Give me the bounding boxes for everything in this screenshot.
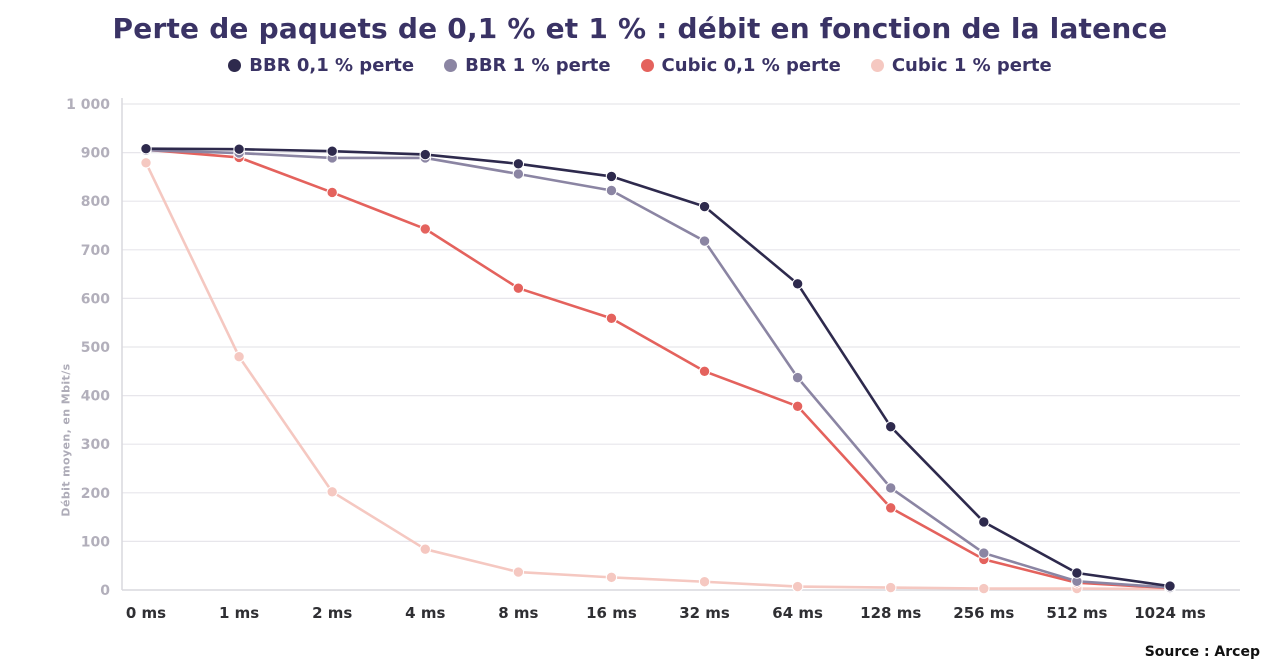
data-point-s2-x7 <box>791 400 804 412</box>
data-point-s0-x1 <box>233 143 245 155</box>
data-point-s0-x11 <box>1164 580 1176 592</box>
series-line-3 <box>144 161 1172 591</box>
data-point-s0-x3 <box>419 148 431 161</box>
data-point-s3-x0 <box>140 157 152 169</box>
legend-item-3: Cubic 1 % perte <box>870 54 1052 76</box>
data-point-s0-x10 <box>1071 567 1083 579</box>
data-point-s2-x3 <box>419 223 431 235</box>
legend: BBR 0,1 % perte BBR 1 % perte Cubic 0,1 % … <box>0 51 1280 79</box>
x-tick-label-0: 0 ms <box>126 604 166 622</box>
series-line-0 <box>144 147 1172 588</box>
y-tick-label: 600 <box>81 291 110 307</box>
data-point-s2-x6 <box>698 365 711 377</box>
data-point-s0-x8 <box>885 421 897 433</box>
y-tick-label: 0 <box>100 583 110 599</box>
data-point-s2-x2 <box>326 186 338 199</box>
x-tick-label-6: 32 ms <box>679 604 730 622</box>
data-point-s3-x4 <box>512 566 525 578</box>
legend-dot <box>228 58 242 72</box>
data-point-s3-x6 <box>698 576 711 588</box>
data-point-s0-x9 <box>978 516 990 528</box>
series-line-1 <box>144 148 1172 589</box>
data-point-s3-x9 <box>978 582 990 595</box>
data-point-s2-x8 <box>885 502 897 514</box>
chart-svg: 0 100 200 300 400 500 600 700 800 900 1 000 0 ms 1 m… <box>66 97 1240 622</box>
chart-area: 0 100 200 300 400 500 600 700 800 900 1 000 0 ms 1 m… <box>0 88 1280 625</box>
data-point-s0-x4 <box>512 158 525 170</box>
legend-label: Cubic 0,1 % perte <box>661 54 841 76</box>
x-tick-label-11: 1024 ms <box>1134 604 1206 622</box>
data-point-s1-x9 <box>978 547 990 559</box>
x-tick-label-4: 8 ms <box>498 604 538 622</box>
legend-label: BBR 1 % perte <box>465 54 611 76</box>
series-line-2 <box>144 148 1172 590</box>
data-point-s1-x7 <box>791 371 804 384</box>
legend-dot <box>640 58 654 72</box>
data-point-s3-x7 <box>791 580 804 593</box>
data-point-s2-x4 <box>512 282 525 294</box>
data-point-s0-x5 <box>605 170 618 183</box>
legend-item-1: BBR 1 % perte <box>444 54 611 76</box>
source-credit: Source : Arcep <box>1144 644 1260 660</box>
data-point-s0-x0 <box>140 143 152 155</box>
y-tick-label: 900 <box>81 146 110 162</box>
x-tick-label-7: 64 ms <box>772 604 823 622</box>
chart-title: Perte de paquets de 0,1 % et 1 % : débit… <box>112 12 1168 45</box>
y-tick-label: 200 <box>81 486 110 502</box>
data-point-s0-x2 <box>326 145 338 157</box>
x-tick-label-5: 16 ms <box>586 604 637 622</box>
y-tick-label: 400 <box>81 389 110 405</box>
y-tick-label: 500 <box>81 340 110 356</box>
y-tick-label: 1 000 <box>66 97 110 113</box>
legend-label: Cubic 1 % perte <box>891 54 1052 76</box>
y-tick-label: 800 <box>81 194 110 210</box>
data-point-s3-x2 <box>326 486 338 498</box>
legend-dot <box>870 58 884 72</box>
data-point-s3-x1 <box>233 351 245 363</box>
y-tick-label: 700 <box>81 243 110 259</box>
data-point-s1-x5 <box>605 184 618 197</box>
data-point-s3-x5 <box>605 571 618 584</box>
data-point-s1-x4 <box>512 168 525 180</box>
legend-item-0: BBR 0,1 % perte <box>228 55 414 76</box>
legend-item-2: Cubic 0,1 % perte <box>640 54 841 76</box>
data-point-s0-x7 <box>791 278 804 290</box>
x-tick-label-9: 256 ms <box>953 604 1014 622</box>
x-tick-label-3: 4 ms <box>405 604 445 622</box>
y-tick-label: 300 <box>81 437 110 453</box>
x-tick-label-10: 512 ms <box>1046 604 1107 622</box>
x-tick-label-2: 2 ms <box>312 604 352 622</box>
data-point-s0-x6 <box>698 200 711 213</box>
data-point-s1-x8 <box>885 482 897 494</box>
x-tick-label-1: 1 ms <box>219 604 259 622</box>
data-point-s2-x5 <box>605 312 618 325</box>
x-tick-label-8: 128 ms <box>860 604 921 622</box>
legend-label: BBR 0,1 % perte <box>249 54 415 76</box>
y-axis-title: Débit moyen, en Mbit/s <box>59 363 73 517</box>
data-point-s1-x6 <box>698 235 711 247</box>
data-point-s3-x3 <box>419 543 431 555</box>
y-tick-label: 100 <box>81 534 110 550</box>
legend-dot <box>444 58 458 72</box>
data-point-s3-x8 <box>885 581 897 594</box>
